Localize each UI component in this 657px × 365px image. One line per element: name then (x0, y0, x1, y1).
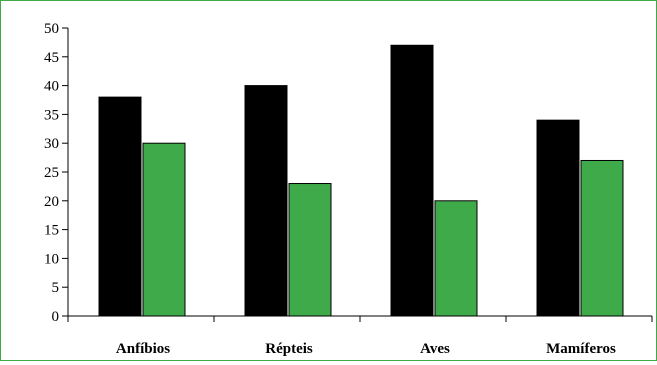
y-tick-label: 0 (52, 309, 60, 325)
bars (98, 44, 624, 317)
y-axis: 0 5 10 15 20 25 30 35 40 45 50 (44, 21, 69, 325)
bar-series-2-0 (142, 142, 186, 317)
y-tick-label: 30 (44, 136, 59, 152)
x-tick-label: Aves (420, 341, 450, 357)
bar-series-1-0 (98, 96, 142, 317)
bar-series-1-3 (536, 119, 580, 317)
bar-series-2-2 (434, 200, 478, 317)
y-tick-label: 25 (44, 165, 59, 181)
y-tick-label: 45 (44, 50, 59, 66)
y-tick-label: 35 (44, 107, 59, 123)
bar-series-1-1 (244, 85, 288, 317)
bar-series-1-2 (390, 44, 434, 317)
y-tick-label: 50 (44, 21, 59, 37)
y-tick-label: 15 (44, 223, 59, 239)
y-tick-label: 40 (44, 79, 59, 95)
x-axis: Anfíbios Répteis Aves Mamíferos (67, 315, 653, 357)
bar-series-2-1 (288, 183, 332, 317)
x-tick-label: Répteis (265, 341, 313, 357)
y-tick-label: 10 (44, 251, 59, 267)
y-tick-label: 20 (44, 194, 59, 210)
y-tick-label: 5 (52, 280, 60, 296)
bar-series-2-3 (580, 159, 624, 317)
x-tick-label: Anfíbios (116, 341, 170, 357)
x-tick-label: Mamíferos (546, 341, 616, 357)
